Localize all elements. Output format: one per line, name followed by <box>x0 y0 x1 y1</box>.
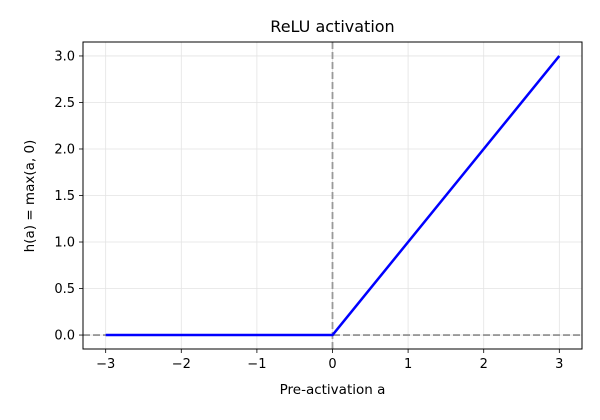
x-tick-label: 0 <box>328 357 336 372</box>
series <box>105 55 561 337</box>
x-tick-label: −2 <box>172 357 191 372</box>
y-tick-label: 1.5 <box>54 189 75 204</box>
y-axis-label: h(a) = max(a, 0) <box>22 140 38 253</box>
x-tick-label: 1 <box>404 357 412 372</box>
x-tick-label: 2 <box>480 357 488 372</box>
relu-line <box>105 55 561 337</box>
x-axis-label: Pre-activation a <box>280 382 386 398</box>
x-axis-ticks: −3 −2 −1 0 1 2 3 <box>96 349 563 372</box>
y-axis-ticks: 0.0 0.5 1.0 1.5 2.0 2.5 3.0 <box>54 49 83 344</box>
x-tick-label: −1 <box>247 357 266 372</box>
y-tick-label: 1.0 <box>54 236 75 251</box>
x-tick-label: −3 <box>96 357 115 372</box>
y-tick-label: 3.0 <box>54 49 75 64</box>
y-tick-label: 0.0 <box>54 329 75 344</box>
x-tick-label: 3 <box>555 357 563 372</box>
y-tick-label: 0.5 <box>54 282 75 297</box>
y-tick-label: 2.0 <box>54 142 75 157</box>
y-tick-label: 2.5 <box>54 96 75 111</box>
chart-title: ReLU activation <box>270 17 394 36</box>
